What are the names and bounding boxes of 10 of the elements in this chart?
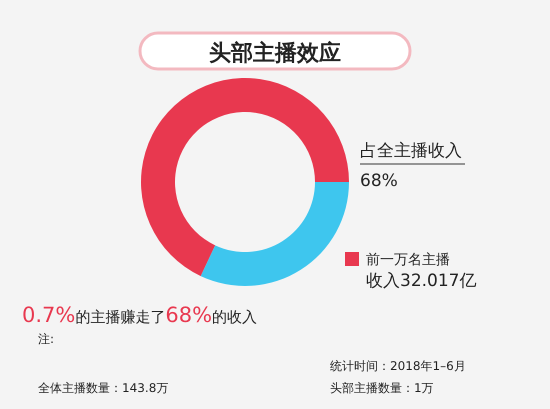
slice-label: 占全主播收入 bbox=[360, 141, 462, 161]
text: 0.7%的主播赚走了68%的收入 bbox=[22, 303, 258, 327]
text: 头部主播数量：1万 bbox=[330, 381, 434, 395]
text: 全体主播数量：143.8万 bbox=[38, 381, 168, 395]
text: 统计时间：2018年1–6月 bbox=[330, 359, 466, 373]
chart-title: 头部主播效应 bbox=[209, 40, 341, 66]
data-label: 68% bbox=[360, 171, 398, 191]
text: 收入32.017亿 bbox=[366, 271, 476, 291]
text: 前一万名主播 bbox=[366, 252, 450, 268]
text: 注: bbox=[38, 332, 54, 346]
